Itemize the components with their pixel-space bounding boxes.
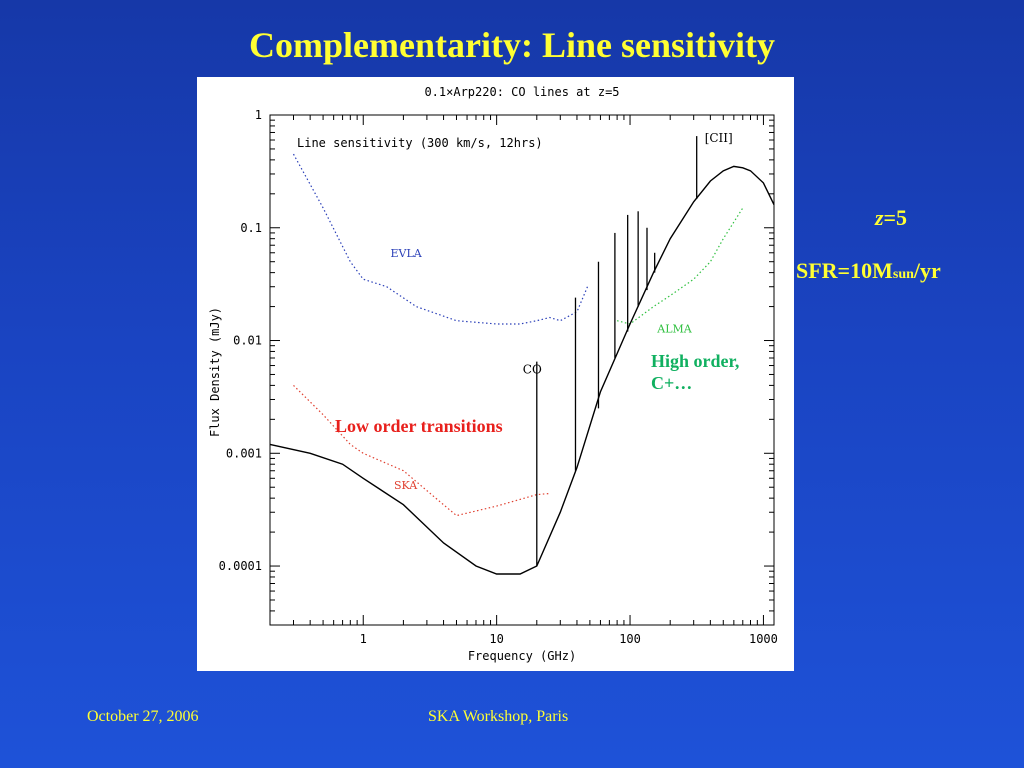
series-ska bbox=[293, 384, 550, 517]
spectral-line-label: [CII] bbox=[705, 131, 733, 145]
sfr-prefix: SFR=10M bbox=[796, 258, 893, 283]
x-tick-label: 1 bbox=[360, 632, 367, 646]
y-axis-label: Flux Density (mJy) bbox=[208, 307, 222, 437]
series-label-evla: EVLA bbox=[390, 247, 422, 260]
flux-density-chart: 0.1×Arp220: CO lines at z=5 Line sensiti… bbox=[208, 85, 778, 663]
y-tick-label: 0.001 bbox=[226, 446, 262, 460]
series-alma bbox=[616, 207, 744, 325]
x-tick-label: 1000 bbox=[749, 632, 778, 646]
series-label-ska: SKA bbox=[394, 479, 418, 492]
high-order-annotation: High order, C+… bbox=[651, 350, 739, 394]
spectral-line-label: CO bbox=[523, 363, 542, 377]
series-co-model bbox=[269, 165, 775, 575]
redshift-label: z=5 bbox=[856, 205, 926, 231]
plot-frame bbox=[269, 114, 775, 626]
series-label-alma: ALMA bbox=[656, 322, 693, 335]
slide-title: Complementarity: Line sensitivity bbox=[249, 25, 775, 65]
x-tick-label: 10 bbox=[489, 632, 503, 646]
x-axis-label: Frequency (GHz) bbox=[468, 649, 576, 663]
y-tick-label: 0.1 bbox=[240, 221, 262, 235]
low-order-annotation: Low order transitions bbox=[335, 416, 503, 436]
high-order-line-2: C+… bbox=[651, 373, 693, 393]
redshift-value: =5 bbox=[883, 205, 908, 230]
footer-event: SKA Workshop, Paris bbox=[428, 708, 569, 725]
chart-panel: 0.1×Arp220: CO lines at z=5 Line sensiti… bbox=[197, 77, 794, 671]
high-order-line-1: High order, bbox=[651, 351, 740, 371]
chart-title: 0.1×Arp220: CO lines at z=5 bbox=[424, 85, 619, 99]
series-evla bbox=[292, 153, 589, 325]
y-tick-label: 1 bbox=[255, 108, 262, 122]
y-tick-label: 0.01 bbox=[233, 334, 262, 348]
y-tick-label: 0.0001 bbox=[219, 559, 262, 573]
chart-subtitle: Line sensitivity (300 km/s, 12hrs) bbox=[297, 136, 543, 150]
sfr-suffix: /yr bbox=[913, 258, 941, 283]
sfr-label: SFR=10Msun/yr bbox=[796, 258, 941, 284]
x-tick-label: 100 bbox=[619, 632, 641, 646]
footer-date: October 27, 2006 bbox=[87, 708, 199, 725]
redshift-variable: z bbox=[874, 205, 884, 230]
sfr-subscript: sun bbox=[892, 267, 914, 282]
